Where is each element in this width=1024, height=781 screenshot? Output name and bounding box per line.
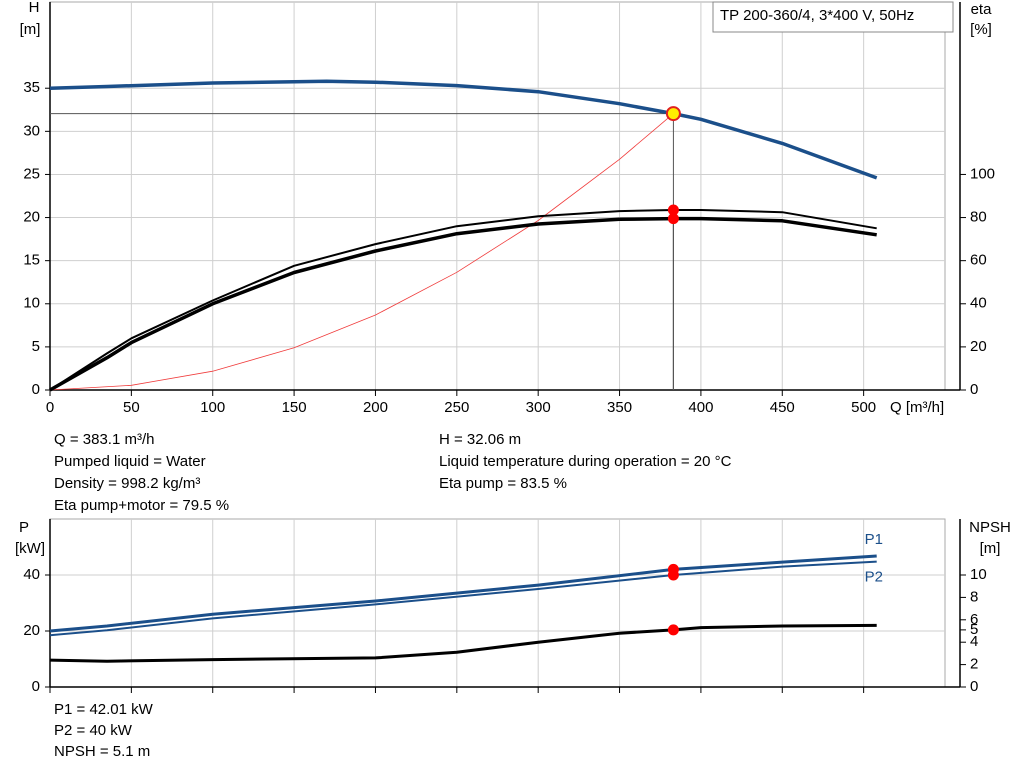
plot-frame [49,1,946,391]
y-axis-unit: [m] [20,21,41,38]
curve [49,560,877,637]
x-tick-label: 100 [200,399,225,416]
curve-label: P2 [865,569,883,586]
y-tick-label: 5 [32,338,40,355]
info-text: Eta pump = 83.5 % [439,475,567,492]
legend-text: TP 200-360/4, 3*400 V, 50Hz [720,7,914,24]
y2-tick-label: 2 [970,656,978,673]
x-tick-label: 150 [282,399,307,416]
y2-tick-label: 6 [970,611,978,628]
x-axis-title: Q [m³/h] [890,399,944,416]
info-text: P2 = 40 kW [54,722,133,739]
y-tick-label: 35 [23,79,40,96]
y2-tick-label: 20 [970,338,987,355]
info-text: H = 32.06 m [439,431,521,448]
y-tick-label: 30 [23,122,40,139]
y-tick-label: 0 [32,678,40,695]
y2-axis-unit: [m] [980,540,1001,557]
y-axis-unit: [kW] [15,540,45,557]
info-text: P1 = 42.01 kW [54,701,154,718]
y-tick-label: 20 [23,622,40,639]
curve [49,209,877,391]
info-text: Q = 383.1 m³/h [54,431,154,448]
y2-tick-label: 0 [970,381,978,398]
y2-tick-label: 40 [970,295,987,312]
y2-axis-title: eta [971,1,993,18]
operating-point [667,204,679,216]
x-tick-label: 0 [46,399,54,416]
curve-label: P1 [865,531,883,548]
y2-tick-label: 8 [970,588,978,605]
y-tick-label: 0 [32,381,40,398]
y2-axis-title: NPSH [969,519,1011,536]
x-tick-label: 400 [688,399,713,416]
x-tick-label: 500 [851,399,876,416]
operating-point [667,624,679,636]
x-tick-label: 450 [770,399,795,416]
info-text: Liquid temperature during operation = 20… [439,453,732,470]
y-tick-label: 20 [23,209,40,226]
curve [49,216,877,392]
info-text: Density = 998.2 kg/m³ [54,475,200,492]
info-text: Eta pump+motor = 79.5 % [54,497,229,514]
operating-point [667,213,679,225]
y-axis-title: H [29,0,40,16]
curve [49,113,674,391]
y-tick-label: 40 [23,566,40,583]
y-tick-label: 15 [23,252,40,269]
x-tick-label: 250 [444,399,469,416]
y2-tick-label: 0 [970,678,978,695]
y-tick-label: 10 [23,295,40,312]
y2-tick-label: 4 [970,633,978,650]
x-tick-label: 50 [123,399,140,416]
plot-frame [49,518,946,688]
y-tick-label: 25 [23,165,40,182]
x-tick-label: 350 [607,399,632,416]
x-tick-label: 200 [363,399,388,416]
curve [49,79,878,180]
curve [49,623,877,663]
y2-tick-label: 60 [970,252,987,269]
curve [49,554,877,633]
y2-tick-label: 5 [970,621,978,638]
info-text: NPSH = 5.1 m [54,743,150,760]
x-tick-label: 300 [526,399,551,416]
legend-box [712,1,954,33]
y2-tick-label: 100 [970,165,995,182]
y2-axis-unit: [%] [970,21,992,38]
y2-tick-label: 80 [970,209,987,226]
operating-point [667,569,679,581]
operating-point [665,106,681,122]
info-text: Pumped liquid = Water [54,453,206,470]
y2-tick-label: 10 [970,566,987,583]
y-axis-title: P [19,519,29,536]
